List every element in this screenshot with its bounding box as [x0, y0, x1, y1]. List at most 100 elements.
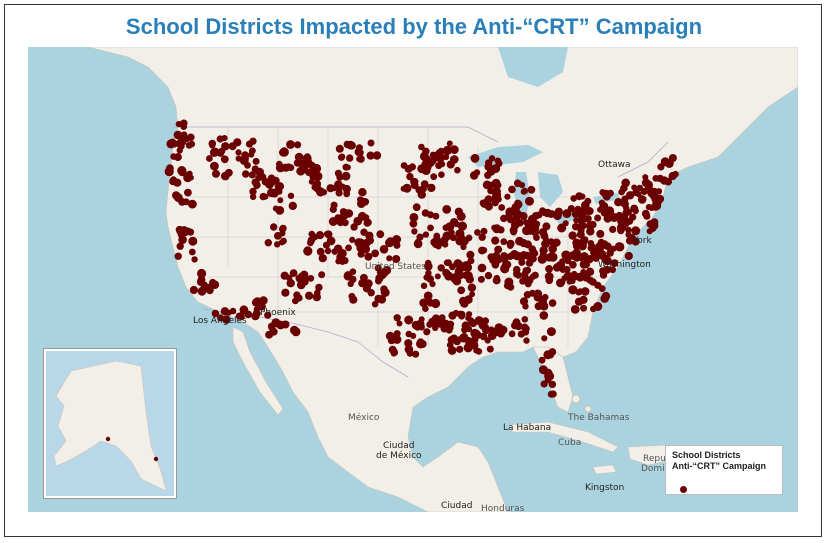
- district-marker: [341, 171, 351, 181]
- district-marker: [267, 188, 276, 198]
- district-marker: [422, 147, 430, 155]
- district-marker: [420, 180, 429, 189]
- district-marker: [344, 209, 354, 218]
- district-marker: [455, 270, 463, 278]
- district-marker: [168, 138, 177, 147]
- district-marker: [610, 245, 617, 252]
- district-marker: [249, 147, 256, 155]
- district-marker: [251, 312, 260, 321]
- district-marker: [537, 254, 547, 264]
- district-marker: [425, 269, 432, 277]
- district-marker: [412, 203, 421, 212]
- district-marker: [580, 287, 590, 296]
- district-marker: [316, 187, 326, 197]
- district-marker: [641, 209, 650, 218]
- district-marker: [527, 185, 536, 194]
- district-marker: [342, 184, 351, 194]
- district-marker: [392, 255, 401, 263]
- district-marker: [294, 152, 304, 162]
- alaska-marker-1: [105, 436, 111, 442]
- district-marker: [449, 145, 459, 154]
- district-marker: [353, 216, 363, 226]
- district-marker: [307, 236, 316, 245]
- label-new-york: York: [632, 236, 653, 246]
- district-marker: [374, 294, 383, 303]
- legend-marker-icon: [680, 486, 687, 493]
- district-marker: [184, 188, 192, 197]
- district-marker: [580, 269, 587, 275]
- district-marker: [442, 205, 452, 214]
- label-la-habana: La Habana: [503, 423, 551, 433]
- district-marker: [442, 153, 450, 161]
- district-marker: [420, 282, 428, 289]
- district-marker: [197, 286, 207, 296]
- district-marker: [448, 229, 455, 236]
- district-marker: [504, 280, 513, 289]
- district-marker: [253, 297, 262, 306]
- district-marker: [443, 259, 451, 266]
- district-marker: [467, 283, 477, 292]
- district-marker: [519, 212, 528, 221]
- district-marker: [416, 233, 424, 241]
- label-los-angeles: Los Angeles: [193, 316, 247, 326]
- district-marker: [458, 333, 468, 343]
- district-marker: [625, 226, 632, 234]
- alaska-inset-map[interactable]: [44, 349, 176, 498]
- district-marker: [267, 177, 276, 187]
- district-marker: [264, 311, 272, 319]
- district-marker: [303, 246, 313, 256]
- district-marker: [221, 171, 230, 181]
- district-marker: [574, 205, 582, 213]
- district-marker: [556, 278, 565, 288]
- district-marker: [631, 184, 638, 191]
- district-marker: [341, 219, 349, 227]
- district-marker: [540, 380, 548, 388]
- district-marker: [457, 221, 467, 231]
- district-marker: [569, 261, 577, 269]
- district-marker: [435, 162, 443, 170]
- district-marker: [175, 121, 182, 128]
- district-marker: [335, 258, 342, 265]
- district-marker: [497, 226, 505, 234]
- district-marker: [410, 178, 417, 185]
- district-marker: [191, 256, 198, 263]
- district-marker: [307, 275, 315, 282]
- district-marker: [545, 276, 554, 285]
- district-marker: [498, 204, 506, 211]
- district-marker: [329, 205, 337, 213]
- district-marker: [180, 226, 189, 235]
- district-marker: [561, 250, 571, 260]
- district-marker: [249, 193, 257, 200]
- district-marker: [301, 162, 310, 171]
- district-marker: [449, 263, 456, 271]
- district-marker: [367, 289, 375, 297]
- district-marker: [186, 170, 193, 177]
- label-washington: Washington: [598, 260, 651, 270]
- district-marker: [176, 242, 184, 250]
- district-marker: [211, 309, 220, 318]
- district-marker: [500, 238, 508, 246]
- district-marker: [396, 320, 403, 327]
- district-marker: [645, 204, 653, 211]
- label-ciudad-mexico-1: Ciudad: [383, 441, 414, 451]
- map-legend: School Districts Anti-“CRT” Campaign: [665, 445, 783, 495]
- district-marker: [632, 207, 639, 215]
- district-marker: [295, 294, 303, 302]
- district-marker: [573, 217, 580, 224]
- district-marker: [522, 267, 529, 274]
- district-marker: [487, 167, 496, 176]
- district-marker: [529, 273, 537, 280]
- district-marker: [484, 202, 493, 211]
- district-marker: [318, 254, 327, 263]
- district-marker: [523, 251, 532, 260]
- district-marker: [346, 154, 354, 162]
- label-repub: Repu: [643, 454, 666, 464]
- district-marker: [264, 239, 272, 247]
- district-marker: [381, 270, 389, 277]
- district-marker: [521, 274, 529, 282]
- district-marker: [222, 315, 231, 324]
- district-markers: [164, 119, 679, 398]
- district-marker: [457, 286, 466, 295]
- district-marker: [660, 158, 669, 166]
- district-marker: [279, 224, 287, 232]
